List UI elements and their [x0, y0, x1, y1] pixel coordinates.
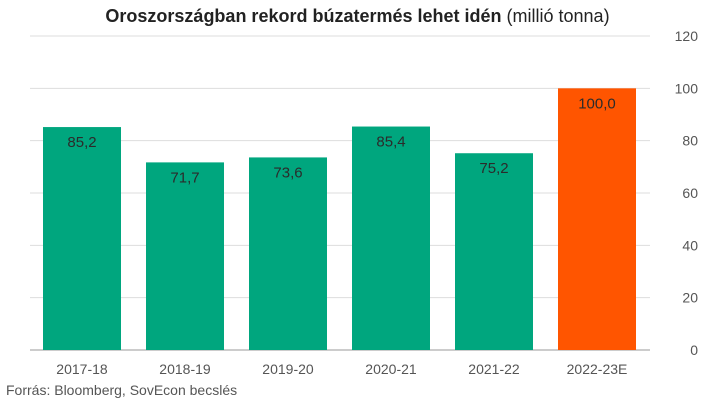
- data-label: 73,6: [273, 164, 302, 181]
- bar: [43, 127, 121, 350]
- x-tick-label: 2018-19: [159, 361, 211, 377]
- data-label: 100,0: [578, 95, 616, 112]
- data-label: 75,2: [479, 160, 508, 177]
- y-tick-label: 100: [675, 80, 699, 96]
- bar: [352, 126, 430, 350]
- y-tick-label: 80: [682, 133, 698, 149]
- y-tick-label: 120: [675, 28, 699, 44]
- x-tick-label: 2017-18: [56, 361, 108, 377]
- y-tick-label: 60: [682, 185, 698, 201]
- x-tick-label: 2019-20: [262, 361, 314, 377]
- grid-lines: [30, 35, 650, 351]
- x-tick-label: 2021-22: [468, 361, 520, 377]
- x-tick-label: 2022-23E: [567, 361, 628, 377]
- source-note: Forrás: Bloomberg, SovEcon becslés: [6, 382, 238, 398]
- y-tick-label: 40: [682, 237, 698, 253]
- y-tick-label: 20: [682, 290, 698, 306]
- chart-title: Oroszországban rekord búzatermés lehet i…: [0, 6, 715, 27]
- bar-chart: 85,2 71,7 73,6 85,4 75,2 100,0 0 20 40 60 80 100 12…: [30, 28, 699, 377]
- x-tick-label: 2020-21: [365, 361, 417, 377]
- data-label: 71,7: [170, 169, 199, 186]
- y-axis-ticks: 0 20 40 60 80 100 120: [675, 28, 699, 358]
- chart-title-main: Oroszországban rekord búzatermés lehet i…: [105, 6, 502, 26]
- chart-title-unit: (millió tonna): [506, 6, 610, 26]
- bar: [455, 153, 533, 350]
- x-axis-ticks: 2017-18 2018-19 2019-20 2020-21 2021-22 2022-…: [56, 361, 627, 377]
- bar: [146, 162, 224, 350]
- data-label: 85,4: [376, 134, 405, 151]
- data-labels: 85,2 71,7 73,6 85,4 75,2 100,0: [67, 95, 615, 186]
- bar: [249, 157, 327, 350]
- bar: [558, 88, 636, 350]
- data-label: 85,2: [67, 134, 96, 151]
- y-tick-label: 0: [690, 342, 698, 358]
- bars: [43, 88, 636, 350]
